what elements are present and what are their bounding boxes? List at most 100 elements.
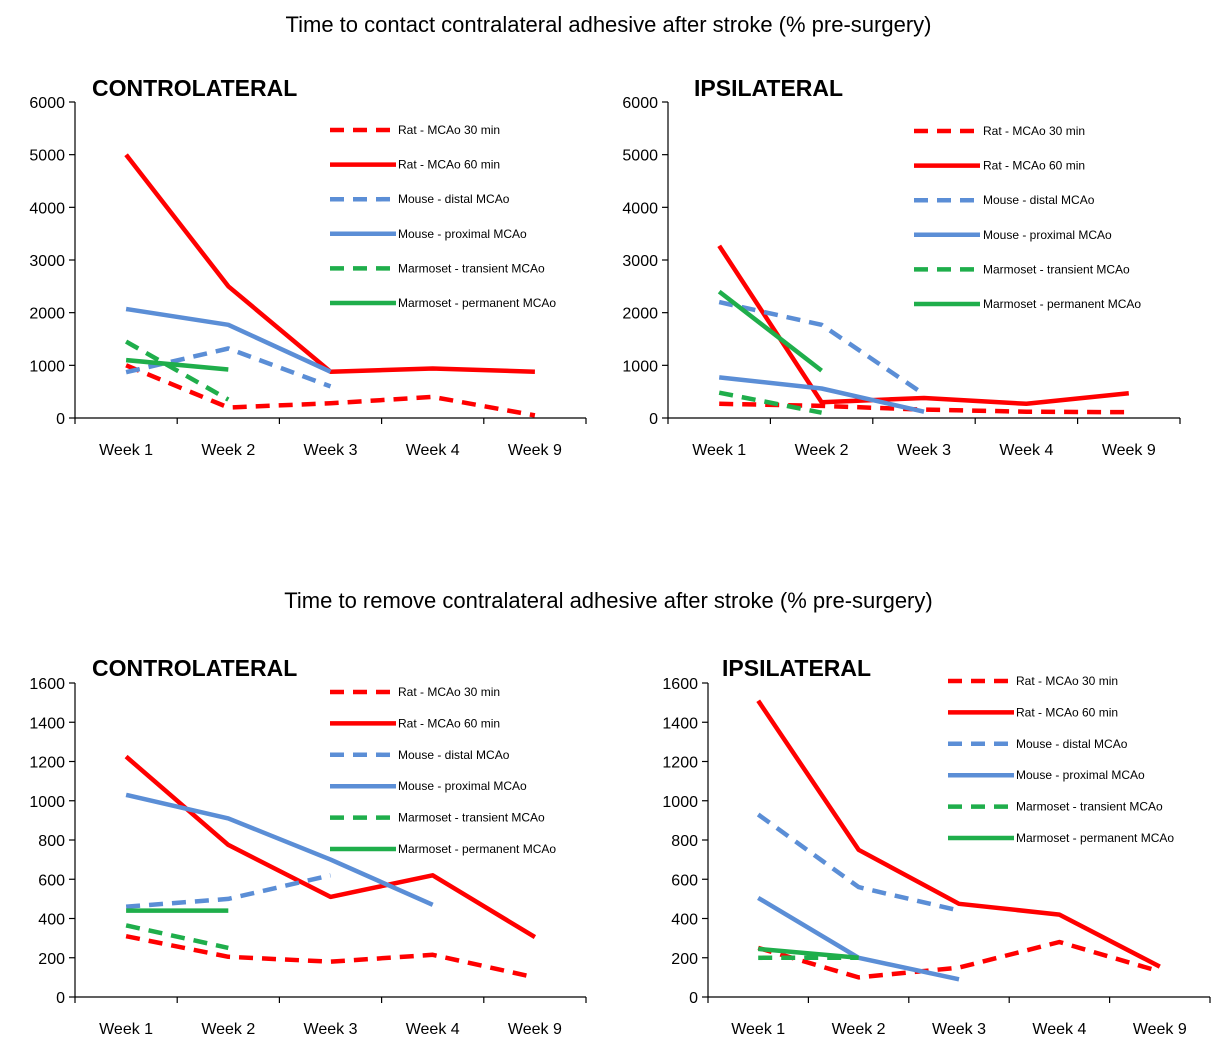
legend-label: Mouse - proximal MCAo (1016, 768, 1145, 782)
y-tick-label: 1000 (29, 358, 65, 375)
legend-label: Marmoset - transient MCAo (1016, 800, 1163, 814)
y-tick-label: 5000 (622, 148, 658, 165)
panel-title: IPSILATERAL (694, 75, 843, 101)
legend-label: Marmoset - transient MCAo (398, 261, 545, 275)
panel-title: IPSILATERAL (722, 655, 871, 681)
y-tick-label: 0 (649, 411, 658, 428)
x-tick-label: Week 9 (508, 1021, 562, 1038)
x-tick-label: Week 9 (508, 442, 562, 459)
series-line-3 (125, 306, 332, 374)
legend-label: Marmoset - permanent MCAo (1016, 831, 1174, 845)
series-line-0 (125, 933, 536, 980)
legend-label: Marmoset - transient MCAo (398, 811, 545, 825)
y-tick-label: 1000 (662, 794, 698, 811)
legend-label: Marmoset - permanent MCAo (398, 842, 556, 856)
x-tick-label: Week 1 (692, 442, 746, 459)
legend-label: Mouse - distal MCAo (398, 748, 510, 762)
series-line-5 (758, 946, 859, 961)
x-tick-label: Week 3 (932, 1021, 986, 1038)
x-tick-label: Week 2 (201, 442, 255, 459)
series-line-1 (756, 699, 1161, 969)
x-tick-label: Week 4 (406, 442, 460, 459)
series-line-3 (718, 375, 925, 414)
y-tick-label: 2000 (622, 306, 658, 323)
y-tick-label: 1600 (29, 676, 65, 693)
x-tick-label: Week 4 (1032, 1021, 1086, 1038)
series-line-2 (756, 812, 960, 913)
y-tick-label: 1200 (662, 755, 698, 772)
y-tick-label: 0 (689, 990, 698, 1007)
y-tick-label: 4000 (29, 200, 65, 217)
legend-label: Mouse - proximal MCAo (398, 227, 527, 241)
legend-label: Mouse - proximal MCAo (983, 228, 1112, 242)
x-tick-label: Week 3 (304, 442, 358, 459)
series-line-2 (125, 873, 332, 909)
series-line-5 (717, 289, 823, 373)
y-tick-label: 6000 (622, 95, 658, 112)
y-tick-label: 5000 (29, 148, 65, 165)
x-tick-label: Week 2 (201, 1021, 255, 1038)
series-line-1 (717, 244, 1130, 407)
legend-label: Mouse - distal MCAo (1016, 737, 1128, 751)
y-tick-label: 800 (671, 833, 698, 850)
x-tick-label: Week 1 (731, 1021, 785, 1038)
legend-label: Mouse - distal MCAo (983, 193, 1095, 207)
y-tick-label: 0 (56, 990, 65, 1007)
panel-title: CONTROLATERAL (92, 655, 297, 681)
y-tick-label: 4000 (622, 200, 658, 217)
x-tick-label: Week 2 (795, 442, 849, 459)
series-line-0 (757, 939, 1161, 980)
legend-label: Rat - MCAo 30 min (398, 685, 500, 699)
series-line-2 (718, 299, 926, 397)
x-tick-label: Week 1 (99, 1021, 153, 1038)
y-tick-label: 6000 (29, 95, 65, 112)
legend-label: Mouse - proximal MCAo (398, 779, 527, 793)
y-tick-label: 1400 (662, 715, 698, 732)
series-line-1 (124, 754, 537, 940)
series-line-3 (125, 792, 434, 907)
x-tick-label: Week 2 (832, 1021, 886, 1038)
series-line-4 (125, 923, 229, 951)
legend-label: Rat - MCAo 60 min (398, 716, 500, 730)
panel-title: CONTROLATERAL (92, 75, 297, 101)
series-line-4 (718, 390, 823, 415)
y-tick-label: 600 (38, 872, 65, 889)
legend-label: Rat - MCAo 60 min (1016, 705, 1118, 719)
x-tick-label: Week 4 (406, 1021, 460, 1038)
y-tick-label: 200 (38, 951, 65, 968)
legend-label: Marmoset - permanent MCAo (398, 296, 556, 310)
y-tick-label: 200 (671, 951, 698, 968)
legend-label: Rat - MCAo 30 min (1016, 674, 1118, 688)
y-tick-label: 1600 (662, 676, 698, 693)
legend-label: Rat - MCAo 60 min (983, 159, 1085, 173)
y-tick-label: 1000 (622, 358, 658, 375)
x-tick-label: Week 3 (897, 442, 951, 459)
x-tick-label: Week 4 (999, 442, 1053, 459)
y-tick-label: 1000 (29, 794, 65, 811)
y-tick-label: 1400 (29, 715, 65, 732)
legend-label: Rat - MCAo 30 min (983, 124, 1085, 138)
x-tick-label: Week 1 (99, 442, 153, 459)
series-line-5 (125, 357, 229, 372)
series-line-3 (757, 895, 960, 982)
x-tick-label: Week 3 (304, 1021, 358, 1038)
y-tick-label: 3000 (622, 253, 658, 270)
y-tick-label: 1200 (29, 755, 65, 772)
y-tick-label: 3000 (29, 253, 65, 270)
y-tick-label: 0 (56, 411, 65, 428)
y-tick-label: 2000 (29, 306, 65, 323)
x-tick-label: Week 9 (1102, 442, 1156, 459)
series-line-4 (124, 339, 230, 402)
bottom-section-title: Time to remove contralateral adhesive af… (284, 588, 933, 613)
y-tick-label: 800 (38, 833, 65, 850)
legend-label: Rat - MCAo 30 min (398, 123, 500, 137)
legend-label: Marmoset - permanent MCAo (983, 297, 1141, 311)
y-tick-label: 600 (671, 872, 698, 889)
top-section-title: Time to contact contralateral adhesive a… (285, 12, 932, 37)
legend-label: Rat - MCAo 60 min (398, 158, 500, 172)
legend-label: Mouse - distal MCAo (398, 192, 510, 206)
